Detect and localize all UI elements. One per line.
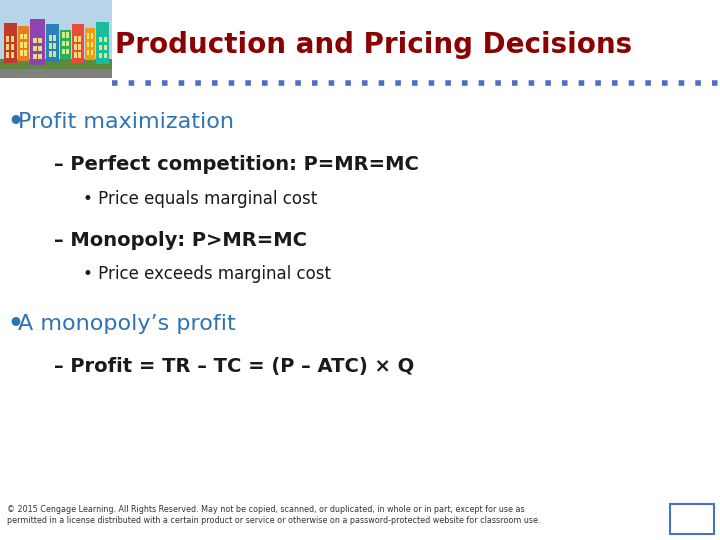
FancyBboxPatch shape	[24, 34, 27, 39]
Text: – Profit = TR – TC = (P – ATC) × Q: – Profit = TR – TC = (P – ATC) × Q	[54, 356, 414, 376]
FancyBboxPatch shape	[91, 50, 93, 55]
FancyBboxPatch shape	[670, 504, 714, 534]
FancyBboxPatch shape	[18, 26, 29, 61]
FancyBboxPatch shape	[38, 54, 42, 59]
Text: Profit maximization: Profit maximization	[18, 111, 234, 132]
Text: – Perfect competition: P=MR=MC: – Perfect competition: P=MR=MC	[54, 155, 419, 174]
Text: •: •	[7, 312, 23, 336]
FancyBboxPatch shape	[49, 43, 52, 49]
FancyBboxPatch shape	[60, 30, 71, 59]
FancyBboxPatch shape	[53, 51, 56, 57]
FancyBboxPatch shape	[20, 34, 23, 39]
FancyBboxPatch shape	[38, 38, 42, 43]
Text: A monopoly’s profit: A monopoly’s profit	[18, 314, 235, 334]
FancyBboxPatch shape	[53, 43, 56, 49]
FancyBboxPatch shape	[0, 59, 112, 78]
FancyBboxPatch shape	[78, 44, 81, 50]
FancyBboxPatch shape	[99, 53, 102, 58]
FancyBboxPatch shape	[104, 37, 107, 42]
FancyBboxPatch shape	[99, 37, 102, 42]
FancyBboxPatch shape	[0, 0, 112, 78]
FancyBboxPatch shape	[96, 22, 109, 64]
FancyBboxPatch shape	[99, 45, 102, 50]
FancyBboxPatch shape	[66, 49, 68, 54]
FancyBboxPatch shape	[11, 52, 14, 58]
FancyBboxPatch shape	[91, 42, 93, 47]
FancyBboxPatch shape	[49, 35, 52, 40]
FancyBboxPatch shape	[6, 52, 9, 58]
FancyBboxPatch shape	[33, 46, 37, 51]
FancyBboxPatch shape	[91, 33, 93, 39]
FancyBboxPatch shape	[87, 50, 89, 55]
Text: permitted in a license distributed with a certain product or service or otherwis: permitted in a license distributed with …	[7, 516, 541, 525]
Text: Production and Pricing Decisions: Production and Pricing Decisions	[115, 31, 632, 59]
FancyBboxPatch shape	[74, 44, 77, 50]
Text: © 2015 Cengage Learning. All Rights Reserved. May not be copied, scanned, or dup: © 2015 Cengage Learning. All Rights Rese…	[7, 505, 525, 514]
FancyBboxPatch shape	[4, 23, 17, 63]
FancyBboxPatch shape	[20, 50, 23, 56]
FancyBboxPatch shape	[87, 42, 89, 47]
Text: 19: 19	[684, 512, 700, 525]
FancyBboxPatch shape	[78, 36, 81, 42]
FancyBboxPatch shape	[24, 50, 27, 56]
FancyBboxPatch shape	[104, 45, 107, 50]
FancyBboxPatch shape	[30, 19, 45, 65]
Text: • Price equals marginal cost: • Price equals marginal cost	[83, 190, 317, 208]
FancyBboxPatch shape	[63, 40, 65, 46]
FancyBboxPatch shape	[46, 24, 59, 62]
FancyBboxPatch shape	[66, 32, 68, 38]
FancyBboxPatch shape	[78, 52, 81, 58]
FancyBboxPatch shape	[20, 42, 23, 48]
FancyBboxPatch shape	[63, 49, 65, 54]
FancyBboxPatch shape	[33, 38, 37, 43]
FancyBboxPatch shape	[11, 44, 14, 50]
Text: – Monopoly: P>MR=MC: – Monopoly: P>MR=MC	[54, 231, 307, 250]
FancyBboxPatch shape	[49, 51, 52, 57]
FancyBboxPatch shape	[24, 42, 27, 48]
FancyBboxPatch shape	[38, 46, 42, 51]
FancyBboxPatch shape	[0, 69, 112, 78]
FancyBboxPatch shape	[74, 52, 77, 58]
FancyBboxPatch shape	[33, 54, 37, 59]
FancyBboxPatch shape	[87, 33, 89, 39]
FancyBboxPatch shape	[74, 36, 77, 42]
FancyBboxPatch shape	[6, 44, 9, 50]
Text: •: •	[7, 110, 23, 133]
FancyBboxPatch shape	[85, 28, 95, 60]
Text: • Price exceeds marginal cost: • Price exceeds marginal cost	[83, 265, 330, 284]
FancyBboxPatch shape	[66, 40, 68, 46]
FancyBboxPatch shape	[11, 36, 14, 42]
FancyBboxPatch shape	[53, 35, 56, 40]
FancyBboxPatch shape	[104, 53, 107, 58]
FancyBboxPatch shape	[63, 32, 65, 38]
FancyBboxPatch shape	[6, 36, 9, 42]
FancyBboxPatch shape	[72, 24, 84, 63]
